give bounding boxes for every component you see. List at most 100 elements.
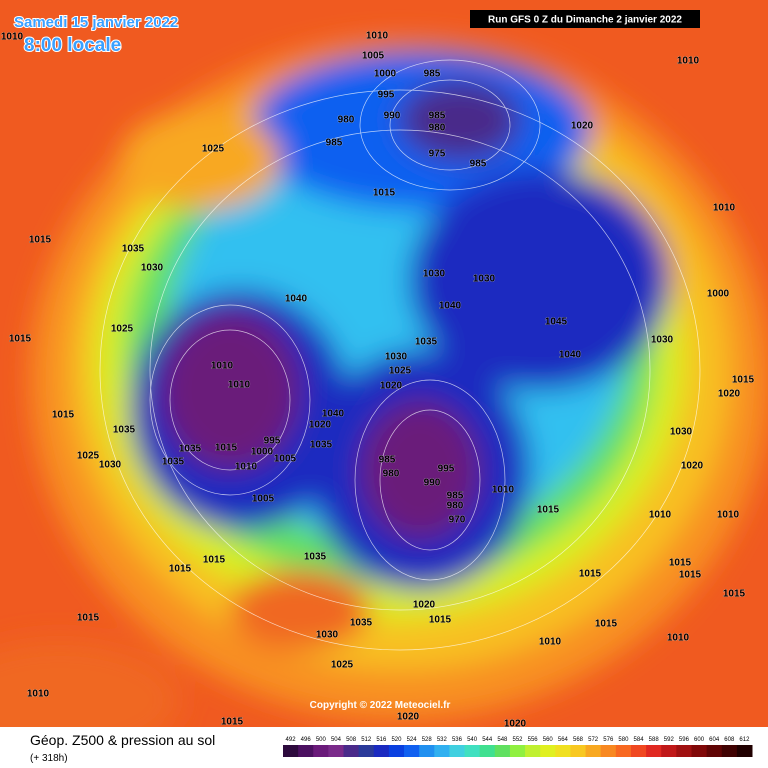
isobar-label: 1010 [713,203,736,214]
colorbar-swatch [706,745,723,757]
isobar-label: 1010 [649,510,672,521]
run-box [470,10,700,28]
isobar-label: 1010 [539,637,562,648]
isobar-label: 1015 [29,235,52,246]
isobar-label: 1015 [52,410,75,421]
colorbar-swatch [419,745,435,757]
isobar-label: 1015 [9,334,32,345]
colorbar-swatch [388,745,405,757]
colorbar-label: 532 [437,737,448,743]
isobar-label: 1040 [285,294,308,305]
isobar-label: 1010 [235,462,258,473]
isobar-label: 1025 [77,451,100,462]
isobar-label: 1015 [169,564,192,575]
isobar-label: 1035 [310,440,333,451]
colorbar-label: 540 [467,737,478,743]
colorbar-label: 536 [452,737,463,743]
isobar-label: 1020 [413,600,436,611]
colorbar-swatch [525,745,541,757]
isobar-label: 980 [338,115,355,126]
colorbar-label: 572 [588,737,599,743]
isobar-label: 1030 [99,460,122,471]
isobar-label: 1040 [559,350,582,361]
lead-time: (+ 318h) [30,753,68,764]
isobar-label: 1010 [1,32,24,43]
isobar-label: 1040 [322,409,345,420]
isobar-label: 1010 [667,633,690,644]
colorbar-swatch [661,745,677,757]
isobar-label: 985 [470,159,487,170]
map-title: Géop. Z500 & pression au sol [30,732,215,748]
colorbar-swatch [540,745,556,757]
colorbar-swatch [646,745,662,757]
isobar-label: 1035 [415,337,438,348]
colorbar-swatch [328,745,345,757]
colorbar-label: 528 [422,737,433,743]
isobar-label: 980 [429,123,446,134]
isobar-label: 1015 [203,555,226,566]
colorbar-label: 512 [361,737,372,743]
colorbar-label: 584 [634,737,645,743]
forecast-time: 8:00 locale [24,35,121,56]
isobar-label: 995 [264,436,281,447]
isobar-label: 1035 [162,457,185,468]
colorbar-swatch [479,745,496,757]
colorbar-swatch [434,745,450,757]
colorbar-label: 556 [528,737,539,743]
colorbar-label: 612 [739,737,750,743]
isobar-label: 985 [447,491,464,502]
colorbar-label: 560 [543,737,554,743]
forecast-date: Samedi 15 janvier 2022 [14,14,178,31]
isobar-label: 1005 [362,51,385,62]
colorbar-swatch [283,745,299,757]
isobar-label: 985 [326,138,343,149]
isobar-label: 970 [449,515,466,526]
isobar-label: 1030 [316,630,339,641]
isobar-label: 1020 [397,712,420,723]
isobar-label: 1035 [350,618,373,629]
isobar-label: 1015 [595,619,618,630]
isobar-label: 990 [384,111,401,122]
isobar-label: 1020 [681,461,704,472]
colorbar-swatch [358,745,375,757]
isobar-label: 985 [429,111,446,122]
isobar-label: 1020 [571,121,594,132]
isobar-label: 995 [378,90,395,101]
isobar-label: 1015 [579,569,602,580]
colorbar-swatch [404,745,420,757]
colorbar-label: 608 [724,737,735,743]
colorbar-swatch [736,745,753,757]
colorbar-label: 588 [649,737,660,743]
colorbar-label: 600 [694,737,705,743]
colorbar-label: 568 [573,737,584,743]
colorbar-swatch [676,745,692,757]
isobar-label: 985 [379,455,396,466]
colorbar-swatch [343,745,360,757]
isobar-label: 980 [447,501,464,512]
colorbar-label: 552 [512,737,523,743]
colorbar-swatch [555,745,571,757]
isobar-label: 1010 [677,56,700,67]
colorbar-label: 592 [664,737,675,743]
isobar-label: 1015 [669,558,692,569]
isobar-label: 1010 [27,689,50,700]
colorbar-swatch [313,745,329,757]
isobar-label: 1035 [304,552,327,563]
isobar-label: 975 [429,149,446,160]
copyright: Copyright © 2022 Meteociel.fr [310,700,451,711]
isobar-label: 1015 [732,375,755,386]
colorbar-label: 544 [482,737,493,743]
colorbar-swatch [630,745,647,757]
isobar-label: 1020 [504,719,527,730]
isobar-label: 1015 [77,613,100,624]
colorbar-label: 516 [376,737,387,743]
isobar-label: 985 [424,69,441,80]
colorbar-swatch [449,745,466,757]
colorbar-swatch [298,745,314,757]
isobar-label: 1015 [723,589,746,600]
isobar-label: 1010 [228,380,251,391]
isobar-label: 1025 [331,660,354,671]
isobar-label: 1025 [389,366,412,377]
